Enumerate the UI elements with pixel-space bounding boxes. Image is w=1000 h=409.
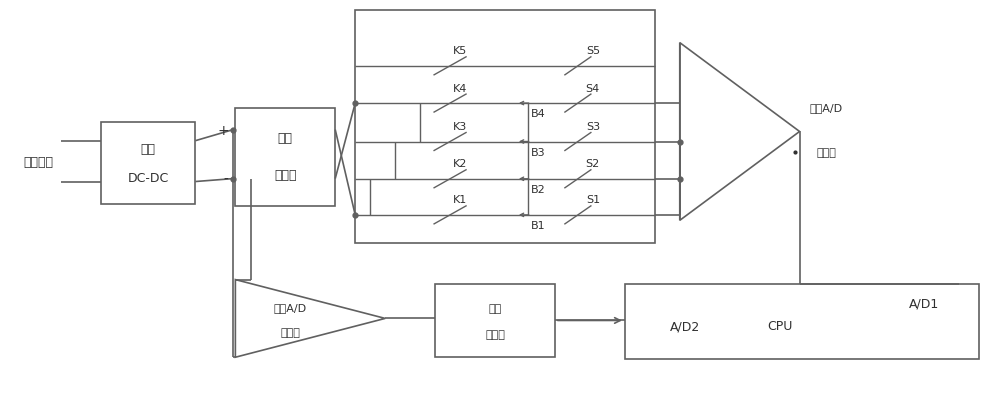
Text: 外部电源: 外部电源 (24, 155, 54, 168)
Bar (235, 109, 335, 207)
Text: 第二A/D: 第二A/D (274, 302, 307, 312)
Text: S3: S3 (586, 122, 600, 132)
Text: S2: S2 (586, 159, 600, 169)
Text: 极性: 极性 (278, 132, 293, 144)
Text: 变换器: 变换器 (280, 328, 300, 337)
Text: CPU: CPU (767, 319, 792, 332)
Text: A/D2: A/D2 (670, 319, 700, 332)
Bar (355, 11, 655, 243)
Text: K3: K3 (453, 122, 467, 132)
Text: 变换器: 变换器 (816, 148, 836, 157)
Text: DC-DC: DC-DC (127, 172, 169, 185)
Text: B2: B2 (531, 184, 545, 195)
Bar (435, 284, 555, 357)
Text: 光电: 光电 (488, 303, 502, 313)
Text: +: + (218, 123, 229, 137)
Text: S5: S5 (586, 46, 600, 56)
Text: S4: S4 (586, 83, 600, 93)
Text: S1: S1 (586, 195, 600, 205)
Text: 换向器: 换向器 (274, 169, 297, 182)
Text: B1: B1 (531, 220, 545, 231)
Bar (101, 123, 195, 204)
Text: 第一A/D: 第一A/D (810, 103, 843, 112)
Text: 隔离器: 隔离器 (485, 329, 505, 339)
Text: A/D1: A/D1 (909, 297, 940, 309)
Text: K1: K1 (453, 195, 467, 205)
Bar (625, 284, 979, 360)
Text: K4: K4 (453, 83, 467, 93)
Text: -: - (223, 172, 228, 186)
Text: K5: K5 (453, 46, 467, 56)
Text: 双向: 双向 (140, 143, 155, 155)
Text: B3: B3 (531, 147, 545, 157)
Text: K2: K2 (453, 159, 467, 169)
Text: B4: B4 (531, 109, 545, 119)
